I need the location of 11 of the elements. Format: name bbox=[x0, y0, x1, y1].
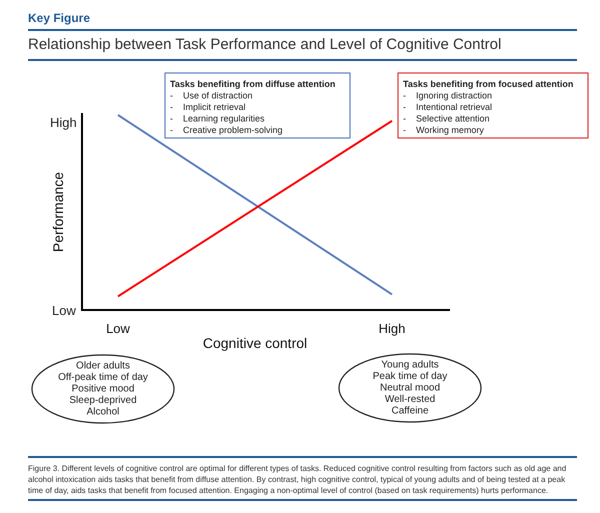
caption: Figure 3. Different levels of cognitive control are optimal for different types of tasks. Reduced cognitive control resulting from factors such as old age and alcohol intoxication aids tasks that benefit from diffuse attention. By contrast, high cognitive control, typical of young adults and of being tested at a peak time of day, aids tasks that benefit from focused attention. Engaging a non-optimal level of control (based on task requirements) hurts performance. bbox=[28, 464, 568, 495]
text: Young adults Peak time of day Neutral mood Well-rested Caffeine bbox=[372, 360, 448, 416]
annotation: Tasks benefiting from focused attention - Ignoring distraction - Intentional retrieval - Selective attention - Working memory bbox=[403, 78, 574, 135]
annotation: Tasks benefiting from diffuse attention - Use of distraction - Implicit retrieval - Learning regularities - Creative problem-solving bbox=[170, 78, 336, 135]
text: Older adults Off-peak time of day Positive mood Sleep-deprived Alcohol bbox=[58, 360, 148, 418]
y-axis-title: Performance bbox=[50, 172, 66, 252]
text: Key Figure bbox=[28, 11, 90, 25]
text: High bbox=[50, 115, 77, 130]
chart-title: Relationship between Task Performance and Level of Cognitive Control bbox=[28, 36, 502, 53]
x-axis-title: Cognitive control bbox=[202, 334, 308, 351]
text: Low bbox=[52, 303, 76, 318]
